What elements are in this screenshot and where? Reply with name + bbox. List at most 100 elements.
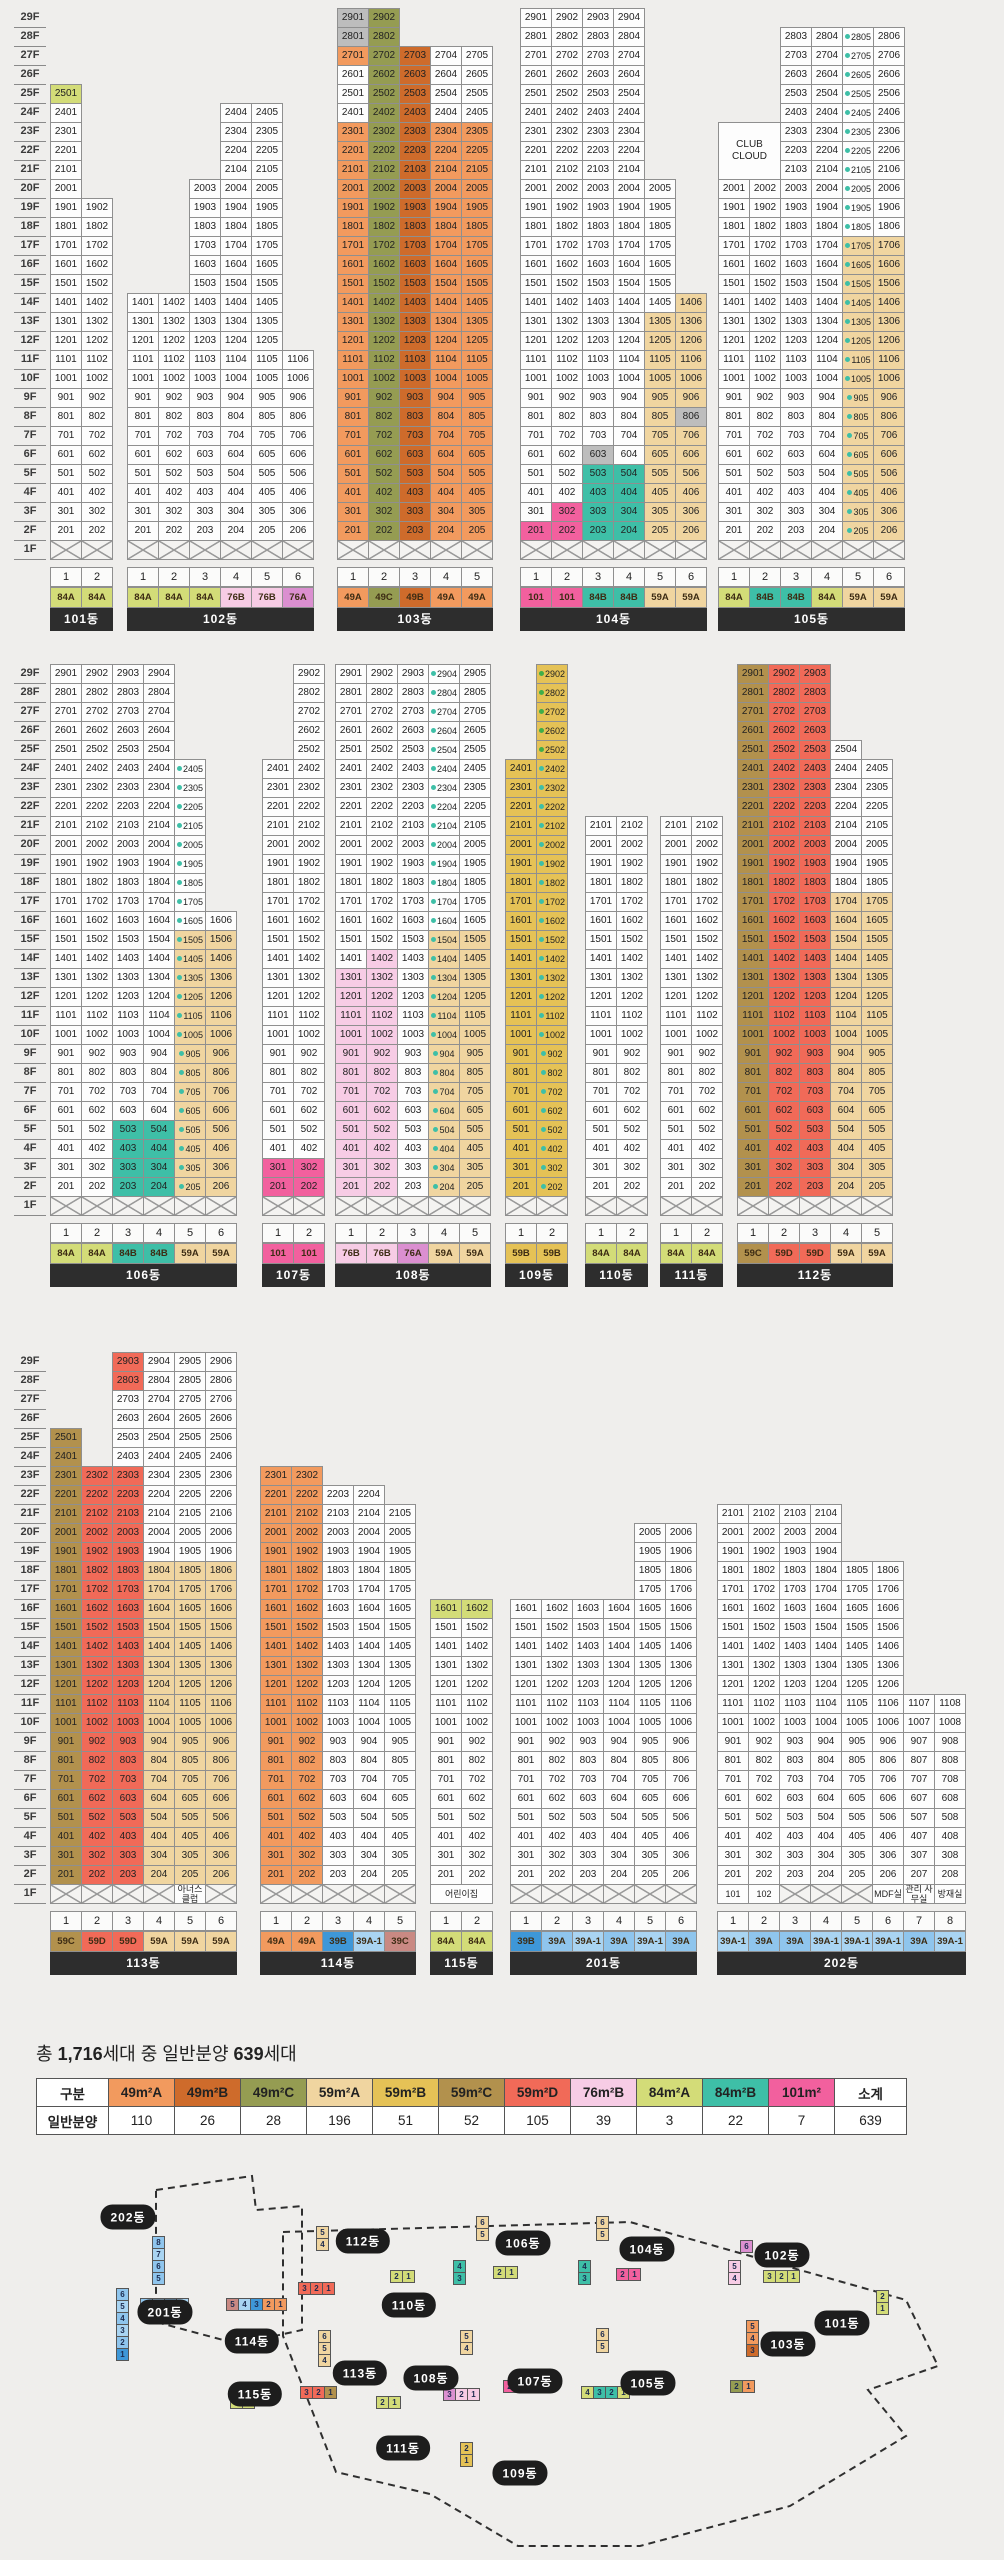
unit-cell: 1506 <box>205 1618 237 1638</box>
summary-type-header: 49m²B <box>174 2078 241 2107</box>
unit-cell: 1901 <box>50 198 82 218</box>
unit-cell: 1802 <box>616 873 648 893</box>
ground-void-cell <box>81 540 113 560</box>
unit-cell: 802 <box>541 1751 573 1771</box>
unit-cell: 1802 <box>748 1561 780 1581</box>
unit-cell: 306 <box>205 1846 237 1866</box>
unit-cell: 1301 <box>430 1656 462 1676</box>
unit-cell: 601 <box>718 445 750 465</box>
unit-cell: 1601 <box>717 1599 749 1619</box>
unit-cell: 205 <box>174 1177 206 1197</box>
unit-cell: 306 <box>282 502 314 522</box>
ground-void-cell <box>505 1196 537 1216</box>
unit-cell: 1303 <box>780 312 812 332</box>
unit-cell: 201 <box>260 1865 292 1885</box>
unit-cell: 507 <box>903 1808 935 1828</box>
unit-cell: 202 <box>536 1177 568 1197</box>
summary-title-suffix: 세대 <box>263 2044 297 2064</box>
floor-label: 22F <box>14 797 46 817</box>
unit-cell: 302 <box>81 502 113 522</box>
unit-cell: 1105 <box>841 1694 873 1714</box>
building-name-label: 111동 <box>660 1264 723 1287</box>
unit-cell: 501 <box>505 1120 537 1140</box>
floor-label: 28F <box>14 27 46 47</box>
unit-cell: 2504 <box>830 740 862 760</box>
unit-cell: 1103 <box>112 1694 144 1714</box>
floor-label: 1F <box>14 1196 46 1216</box>
column-number-label: 1 <box>337 567 369 587</box>
unit-cell: 2001 <box>585 835 617 855</box>
unit-cell: 506 <box>872 1808 904 1828</box>
unit-cell: 1002 <box>748 1713 780 1733</box>
unit-cell: 1505 <box>634 1618 666 1638</box>
unit-cell: 501 <box>262 1120 294 1140</box>
unit-cell: 1101 <box>50 350 82 370</box>
unit-cell: 1904 <box>811 198 843 218</box>
unit-cell: 205 <box>842 521 874 541</box>
unit-cell: 2305 <box>459 778 491 798</box>
unit-cell: 705 <box>644 426 676 446</box>
unit-cell: 1202 <box>81 987 113 1007</box>
unit-cell: 205 <box>384 1865 416 1885</box>
floor-label: 23F <box>14 778 46 798</box>
unit-cell: 302 <box>541 1846 573 1866</box>
unit-cell: 2804 <box>811 27 843 47</box>
unit-cell: 901 <box>737 1044 769 1064</box>
column-number-label: 5 <box>842 567 874 587</box>
unit-cell: 1501 <box>430 1618 462 1638</box>
unit-cell: 601 <box>510 1789 542 1809</box>
unit-cell: 306 <box>665 1846 697 1866</box>
unit-cell: 2004 <box>143 1523 175 1543</box>
floor-label: 11F <box>14 1006 46 1026</box>
unit-cell: 901 <box>337 388 369 408</box>
unit-cell: 1404 <box>810 1637 842 1657</box>
unit-cell: 1304 <box>811 312 843 332</box>
unit-cell: 1804 <box>830 873 862 893</box>
unit-cell: 1203 <box>112 987 144 1007</box>
floor-label: 13F <box>14 312 46 332</box>
unit-cell: 404 <box>428 1139 460 1159</box>
unit-cell: 2002 <box>748 1523 780 1543</box>
column-number-label: 3 <box>112 1223 144 1243</box>
floor-label: 5F <box>14 1120 46 1140</box>
column-type-label: 39A <box>665 1931 697 1952</box>
unit-cell: 1101 <box>520 350 552 370</box>
unit-cell: 1504 <box>830 930 862 950</box>
unit-cell: 1903 <box>189 198 221 218</box>
unit-cell: 403 <box>189 483 221 503</box>
floor-label: 23F <box>14 1466 46 1486</box>
unit-cell: 302 <box>768 1158 800 1178</box>
unit-cell: 1102 <box>541 1694 573 1714</box>
unit-cell: 1702 <box>768 892 800 912</box>
unit-cell: 1602 <box>749 255 781 275</box>
unit-cell: 1801 <box>337 217 369 237</box>
unit-cell: 1306 <box>675 312 707 332</box>
unit-cell: 1802 <box>768 873 800 893</box>
ground-void-cell <box>841 1884 873 1904</box>
unit-cell: 1002 <box>368 369 400 389</box>
unit-cell: 502 <box>291 1808 323 1828</box>
unit-cell: 2205 <box>251 141 283 161</box>
unit-cell: 302 <box>366 1158 398 1178</box>
column-number-label: 4 <box>428 1223 460 1243</box>
unit-cell: 2802 <box>536 683 568 703</box>
unit-cell: 205 <box>461 521 493 541</box>
unit-cell: 2702 <box>368 46 400 66</box>
unit-cell: 1603 <box>799 911 831 931</box>
unit-cell: 1703 <box>799 892 831 912</box>
unit-cell: 406 <box>675 483 707 503</box>
unit-cell: 1202 <box>768 987 800 1007</box>
unit-cell: 203 <box>397 1177 429 1197</box>
unit-cell: 2201 <box>737 797 769 817</box>
unit-cell: 1104 <box>430 350 462 370</box>
column-number-label: 2 <box>616 1223 648 1243</box>
unit-cell: 403 <box>572 1827 604 1847</box>
unit-cell: 1601 <box>262 911 294 931</box>
unit-cell: 1303 <box>322 1656 354 1676</box>
unit-cell: 1902 <box>81 854 113 874</box>
unit-cell: 501 <box>335 1120 367 1140</box>
unit-cell: 2501 <box>337 84 369 104</box>
unit-cell: 1103 <box>779 1694 811 1714</box>
unit-cell: 1901 <box>50 854 82 874</box>
unit-cell: 1102 <box>293 1006 325 1026</box>
